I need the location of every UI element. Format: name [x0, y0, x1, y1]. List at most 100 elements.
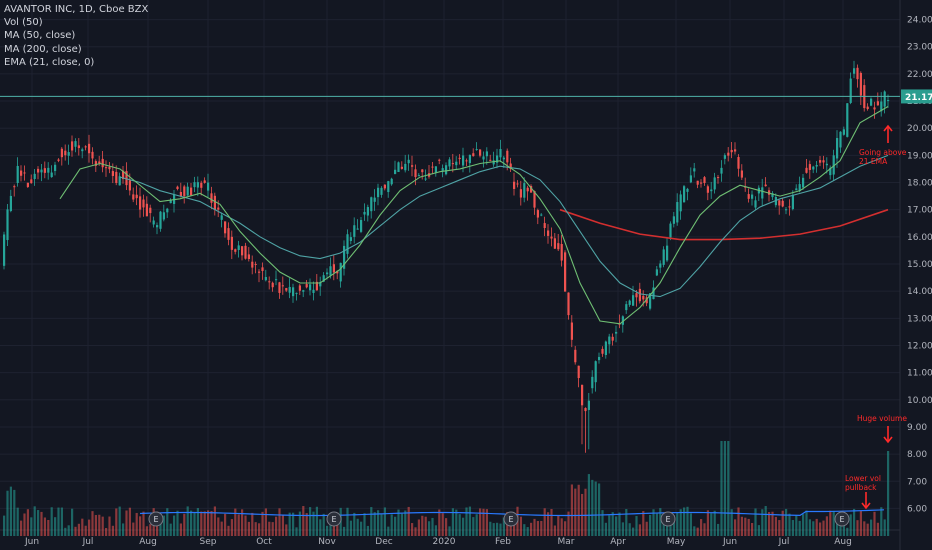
volume-bar: [326, 525, 329, 536]
earnings-circle: [660, 511, 676, 527]
candle-body: [730, 149, 733, 153]
candle-body: [696, 180, 699, 185]
y-tick-label: 9.00: [907, 423, 927, 433]
volume-bar: [43, 517, 46, 536]
volume-bar: [547, 512, 550, 536]
volume-bar: [445, 518, 448, 536]
volume-bar: [717, 523, 720, 536]
candle-body: [819, 160, 822, 163]
candle-body: [751, 194, 754, 199]
candle-body: [247, 254, 250, 260]
volume-bar: [815, 518, 818, 536]
volume-bar: [819, 522, 822, 536]
volume-bar: [625, 508, 628, 536]
candle-body: [105, 167, 108, 169]
ma200-line: [559, 208, 889, 241]
candle-body: [574, 349, 577, 363]
candle-body: [142, 199, 145, 208]
candle-body: [217, 207, 220, 210]
annotation-arrow-pullback-head: [861, 502, 871, 510]
volume-bar: [162, 515, 165, 536]
candle-body: [635, 293, 638, 298]
volume-bar: [213, 506, 216, 536]
candle-body: [703, 177, 706, 184]
candle-body: [479, 149, 482, 156]
volume-bar: [645, 521, 648, 536]
candle-body: [261, 267, 264, 271]
candle-body: [159, 211, 162, 229]
volume-bar: [557, 515, 560, 536]
candle-body: [475, 149, 478, 151]
y-tick-label: 23.00: [907, 43, 932, 53]
candle-body: [343, 245, 346, 269]
candle-body: [74, 141, 77, 147]
candle-body: [543, 223, 546, 229]
candle-body: [672, 216, 675, 224]
volume-bar: [836, 520, 839, 536]
volume-bar: [519, 516, 522, 536]
candle-body: [390, 178, 393, 185]
y-tick-label: 8.00: [907, 450, 927, 460]
volume-bar: [275, 516, 278, 536]
candle-body: [190, 187, 193, 196]
volume-bar: [264, 508, 267, 536]
volume-bar: [166, 508, 169, 536]
volume-bar: [880, 507, 883, 536]
candle-body: [383, 184, 386, 189]
volume-bar: [666, 517, 669, 536]
candle-body: [441, 168, 444, 171]
candle-body: [400, 166, 403, 169]
volume-bar: [492, 523, 495, 536]
y-tick-label: 17.00: [907, 206, 932, 216]
candle-body: [693, 168, 696, 172]
candle-body: [530, 185, 533, 193]
candle-body: [873, 107, 876, 110]
candle-body: [20, 170, 23, 176]
candle-body: [278, 282, 281, 293]
candle-body: [662, 249, 665, 265]
volume-bar: [285, 524, 288, 536]
last-price-label: 21.17: [905, 93, 932, 103]
candle-body: [156, 225, 159, 228]
candle-body: [506, 150, 509, 163]
candle-body: [489, 159, 492, 161]
candle-body: [356, 228, 359, 230]
candle-body: [604, 341, 607, 356]
earnings-circle: [148, 511, 164, 527]
volume-bar: [611, 512, 614, 536]
x-tick-label: 2020: [433, 537, 456, 547]
candle-body: [227, 228, 230, 240]
candle-body: [404, 163, 407, 171]
volume-bar: [655, 513, 658, 536]
x-tick-label: Oct: [256, 537, 272, 547]
candle-body: [485, 151, 488, 157]
volume-bar: [356, 518, 359, 536]
volume-bar: [176, 510, 179, 536]
candle-body: [825, 163, 828, 166]
volume-bar: [849, 514, 852, 536]
volume-bar: [370, 507, 373, 536]
candle-body: [77, 145, 80, 149]
volume-bar: [876, 522, 879, 536]
candle-body: [591, 376, 594, 389]
volume-bar: [842, 520, 845, 536]
volume-bar: [428, 521, 431, 536]
candle-body: [523, 183, 526, 198]
volume-bar: [84, 525, 87, 536]
volume-bar: [271, 522, 274, 536]
volume-bar: [390, 514, 393, 536]
x-tick-label: May: [667, 537, 686, 547]
candle-body: [462, 155, 465, 166]
annotation-volume-text: Huge volume: [857, 414, 907, 423]
volume-bar: [37, 510, 40, 536]
volume-bar: [866, 523, 869, 536]
volume-bar: [594, 481, 597, 536]
volume-bar: [781, 510, 784, 536]
candle-body: [353, 225, 356, 237]
candle-body: [149, 207, 152, 214]
candle-body: [458, 157, 461, 160]
volume-bar: [598, 483, 601, 536]
candle-body: [645, 297, 648, 304]
candle-body: [203, 180, 206, 183]
